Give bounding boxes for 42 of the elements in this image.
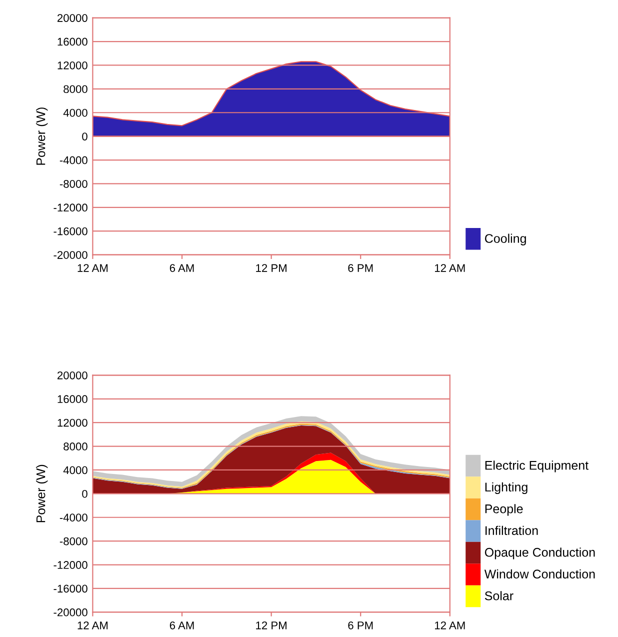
legend-label: Electric Equipment — [485, 460, 588, 472]
y-tick-label: 16000 — [58, 395, 88, 404]
x-tick-label: 12 PM — [256, 621, 286, 630]
legend-label: Lighting — [485, 482, 528, 494]
x-tick-label: 6 AM — [170, 621, 194, 630]
x-tick-label: 6 PM — [348, 621, 373, 630]
y-tick-label: 16000 — [58, 38, 88, 46]
legend-label: Solar — [484, 591, 514, 600]
legend-label: People — [485, 504, 523, 516]
y-tick-label: -12000 — [54, 204, 88, 212]
y-tick-label: -12000 — [54, 561, 88, 569]
x-tick-label: 12 AM — [435, 264, 465, 272]
y-tick-label: -16000 — [54, 584, 88, 593]
legend-label: Opaque Conduction — [484, 548, 595, 560]
y-tick-label: -8000 — [60, 180, 88, 188]
x-tick-label: 12 AM — [78, 264, 108, 272]
y-tick-label: -20000 — [54, 251, 88, 259]
y-tick-label: 20000 — [58, 371, 88, 380]
y-tick-label: 12000 — [58, 418, 88, 427]
x-tick-label: 12 AM — [78, 621, 108, 630]
x-tick-label: 6 AM — [170, 264, 194, 272]
y-tick-label: 8000 — [64, 442, 88, 450]
y-tick-label: -16000 — [54, 227, 88, 236]
legend-label: Infiltration — [486, 526, 538, 536]
y-tick-label: -4000 — [60, 156, 88, 164]
y-tick-label: 4000 — [63, 466, 88, 474]
legend-label: Cooling — [485, 234, 526, 246]
x-tick-label: 12 PM — [256, 264, 286, 272]
y-tick-label: 0 — [82, 132, 88, 140]
y-tick-label: -20000 — [54, 608, 88, 616]
y-tick-label: 8000 — [64, 85, 88, 94]
x-tick-label: 6 PM — [348, 264, 373, 272]
y-tick-label: 20000 — [58, 14, 88, 22]
y-tick-label: -4000 — [60, 514, 88, 522]
y-tick-label: 12000 — [58, 61, 88, 70]
y-tick-label: 4000 — [63, 108, 88, 117]
legend-label: Window Conduction — [484, 569, 595, 579]
y-tick-label: 0 — [82, 490, 88, 498]
x-tick-label: 12 AM — [435, 621, 465, 630]
y-tick-label: -8000 — [60, 537, 88, 546]
y-axis-title: Power (W) — [36, 108, 48, 165]
y-axis-title: Power (W) — [36, 464, 48, 522]
